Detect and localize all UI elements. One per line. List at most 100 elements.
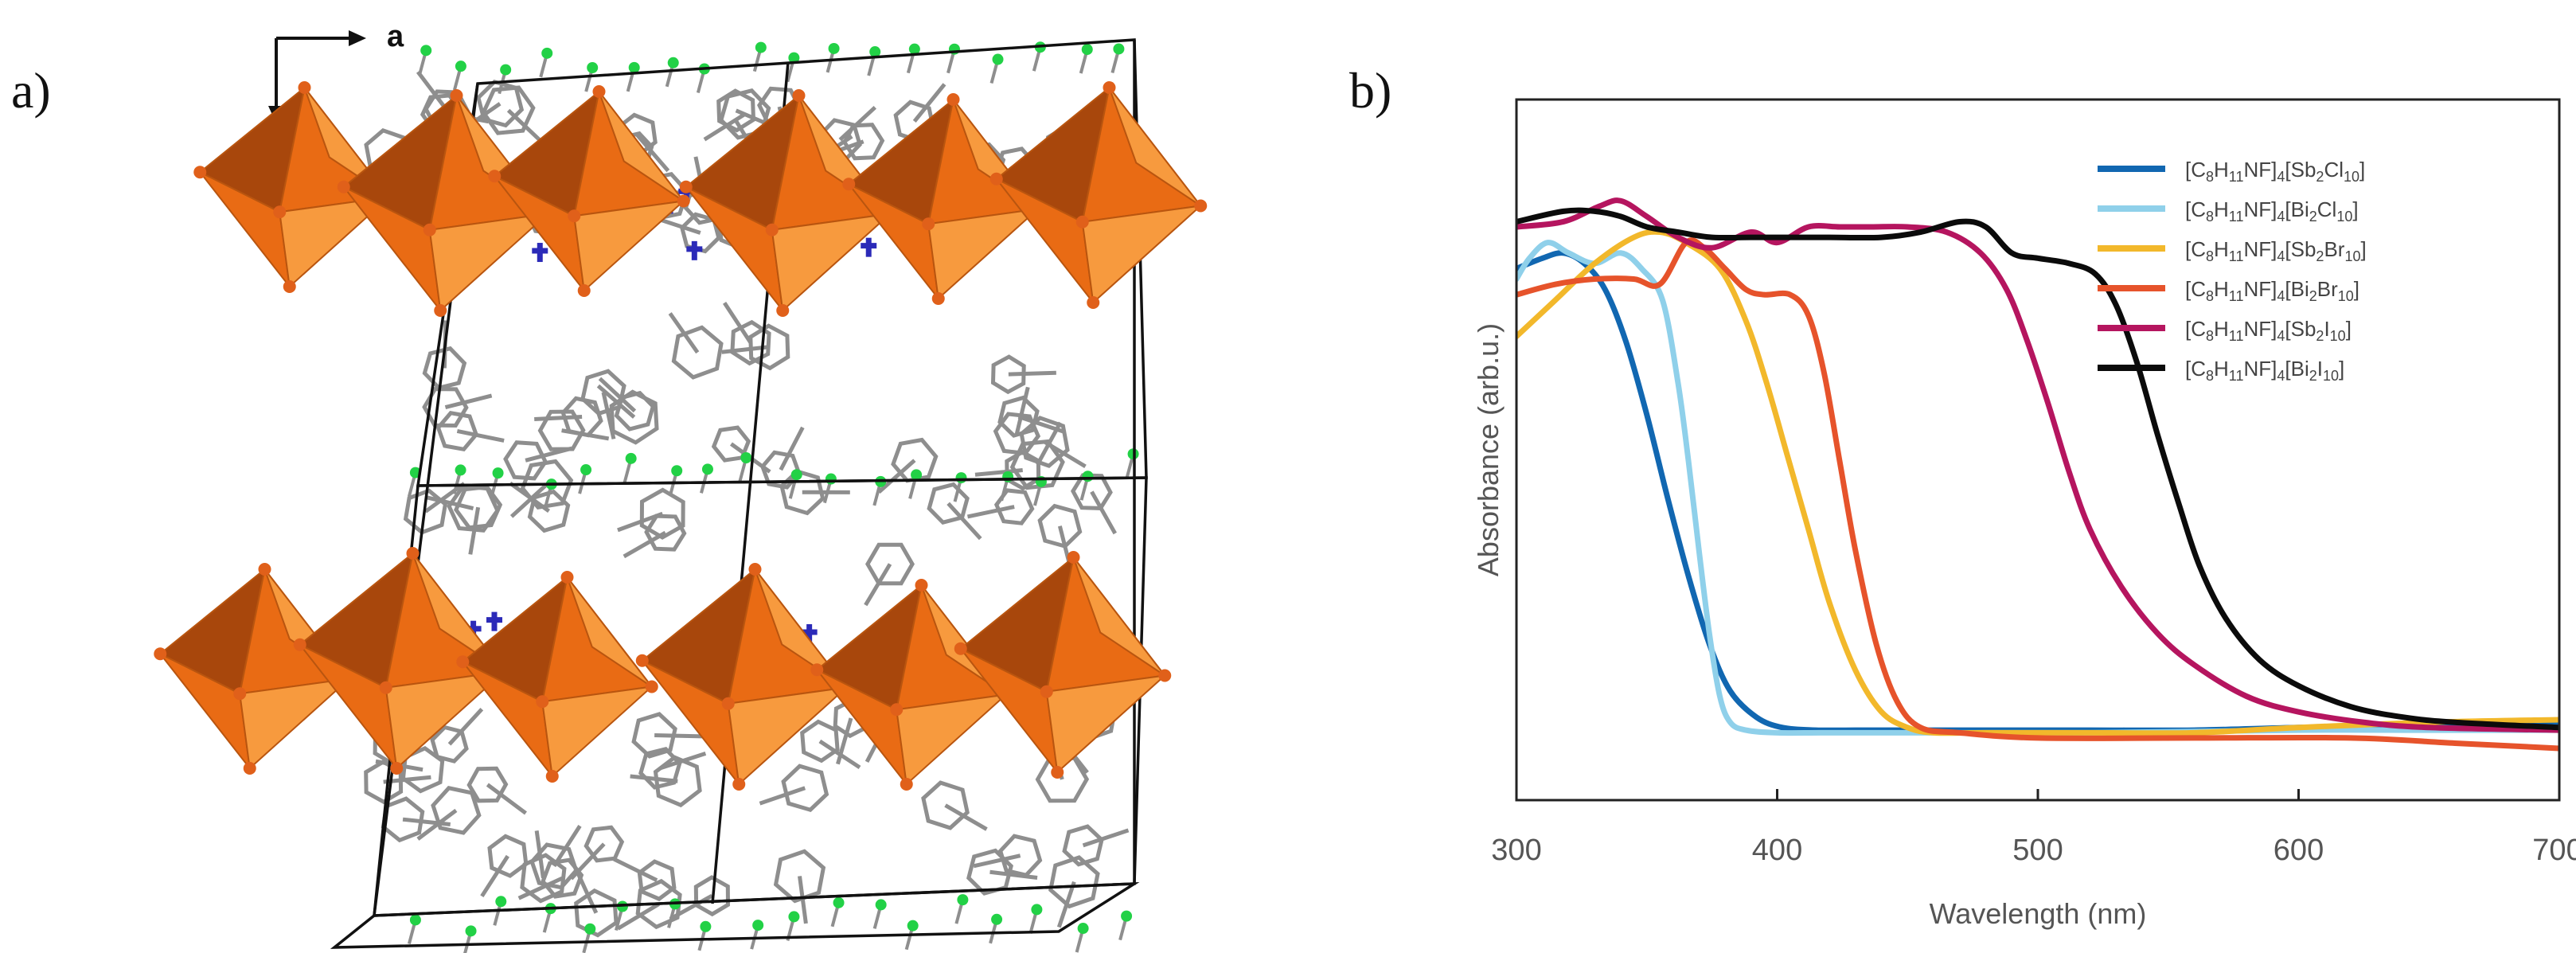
plot-frame [1515, 98, 2561, 802]
halide-atom [193, 166, 207, 179]
halide-atom [732, 778, 746, 791]
phenyl-ring-84 [1048, 855, 1100, 909]
phenyl-ring-98 [773, 849, 826, 904]
fluorine-atom [788, 911, 800, 923]
phenyl-ring-68 [966, 848, 1013, 896]
halide-atom [298, 81, 311, 94]
octahedron-upper-4 [842, 93, 1044, 305]
halide-atom [456, 655, 470, 669]
halide-atom [810, 663, 824, 677]
halide-atom [931, 292, 945, 305]
fluorine-atom [957, 894, 969, 906]
bond [759, 786, 806, 806]
bond [598, 377, 637, 413]
octahedron-face [384, 670, 505, 769]
fluorine-atom [455, 464, 466, 476]
bond [864, 563, 892, 607]
octahedron-lower-5 [954, 551, 1172, 779]
axis-a-label: a [387, 20, 404, 53]
halide-atom [645, 680, 658, 693]
fluorine-atom [465, 925, 477, 937]
phenyl-ring-47 [435, 410, 479, 452]
phenyl-ring-63 [580, 369, 626, 416]
crystal-structure-illustration: a) a c [11, 20, 1208, 953]
absorbance-chart: b) 300 400 500 600 700 Wavelength (nm) Absor… [1349, 62, 2576, 930]
halide-atom [568, 209, 581, 223]
bond [912, 83, 946, 123]
halide-atom [337, 180, 350, 193]
halide-atom [776, 304, 790, 317]
plot-lines [1516, 197, 2559, 752]
fluorine-atom [1002, 471, 1014, 482]
bond [596, 384, 636, 419]
halide-atom [842, 178, 856, 191]
fluorine-atom [541, 47, 553, 59]
phenyl-ring-59 [1019, 416, 1070, 468]
bond [1056, 881, 1076, 928]
phenyl-ring-57 [891, 437, 939, 483]
phenyl-ring-90 [529, 842, 579, 890]
fluorine-atom [700, 920, 712, 932]
octahedron-face [896, 693, 1007, 785]
halide-atom [293, 638, 306, 651]
halide-atom [677, 194, 690, 208]
x-tick-label-4: 700 [2532, 834, 2576, 867]
phenyl-ring-88 [631, 712, 677, 759]
halide-atom [1194, 199, 1208, 213]
bond [1090, 490, 1117, 535]
halide-atom [536, 695, 549, 709]
fluorine-atom [625, 452, 637, 464]
octahedron-face [1045, 674, 1166, 773]
bond [703, 112, 747, 142]
fluorine-atom [1081, 44, 1093, 56]
phenyl-ring-66 [422, 387, 469, 428]
halide-atom [1040, 685, 1053, 698]
phenyl-ring-26 [476, 80, 525, 128]
halide-atom [954, 642, 967, 655]
halide-atom [390, 762, 404, 775]
bond [613, 857, 658, 882]
bond [877, 459, 916, 494]
bond [1014, 386, 1030, 435]
fluorine-atom [671, 465, 683, 477]
fluorine-atom [908, 43, 920, 55]
halide-atom [721, 697, 735, 710]
fluorine-atom [869, 46, 881, 58]
halide-atom [154, 647, 167, 661]
bond [424, 482, 466, 514]
legend-entry-0: [C8H11NF]4[Sb2Cl10] [2185, 158, 2365, 185]
fluorine-atom [833, 896, 845, 908]
phenyl-ring-74 [466, 766, 509, 803]
halide-atom [423, 223, 436, 236]
phenyl-ring-76 [997, 834, 1043, 877]
x-axis-label: Wavelength (nm) [1930, 897, 2147, 930]
bond [623, 530, 667, 559]
bond [966, 505, 1015, 519]
fluorine-atom [580, 464, 592, 476]
bond [635, 133, 670, 173]
phenyl-ring-99 [487, 834, 529, 878]
fluorine-atom [1031, 904, 1043, 916]
legend: [C8H11NF]4[Sb2Cl10] [C8H11NF]4[Bi2Cl10] [C… [2098, 158, 2367, 384]
halide-atom [922, 217, 935, 231]
octahedron-face [573, 200, 685, 291]
octahedron-face [598, 91, 685, 202]
octahedron-lower-2 [456, 571, 658, 783]
phenyl-ring-46 [403, 488, 448, 535]
bond [722, 302, 753, 344]
bond [818, 739, 861, 770]
bond [946, 502, 982, 541]
halide-atom [577, 284, 591, 297]
octahedron-upper-5 [989, 81, 1208, 309]
fluorine-atom [1121, 910, 1133, 922]
metal-halide-octahedra [154, 81, 1208, 791]
fluorine-atom [1113, 43, 1125, 55]
octahedron-face [771, 213, 892, 311]
phenyl-ring-64 [779, 469, 825, 516]
fluorine-atom [992, 53, 1004, 65]
halide-atom [946, 93, 960, 106]
halide-atom [545, 770, 559, 783]
phenyl-ring-4 [481, 85, 536, 135]
fluorine-atom [584, 923, 596, 935]
bond [944, 803, 988, 831]
